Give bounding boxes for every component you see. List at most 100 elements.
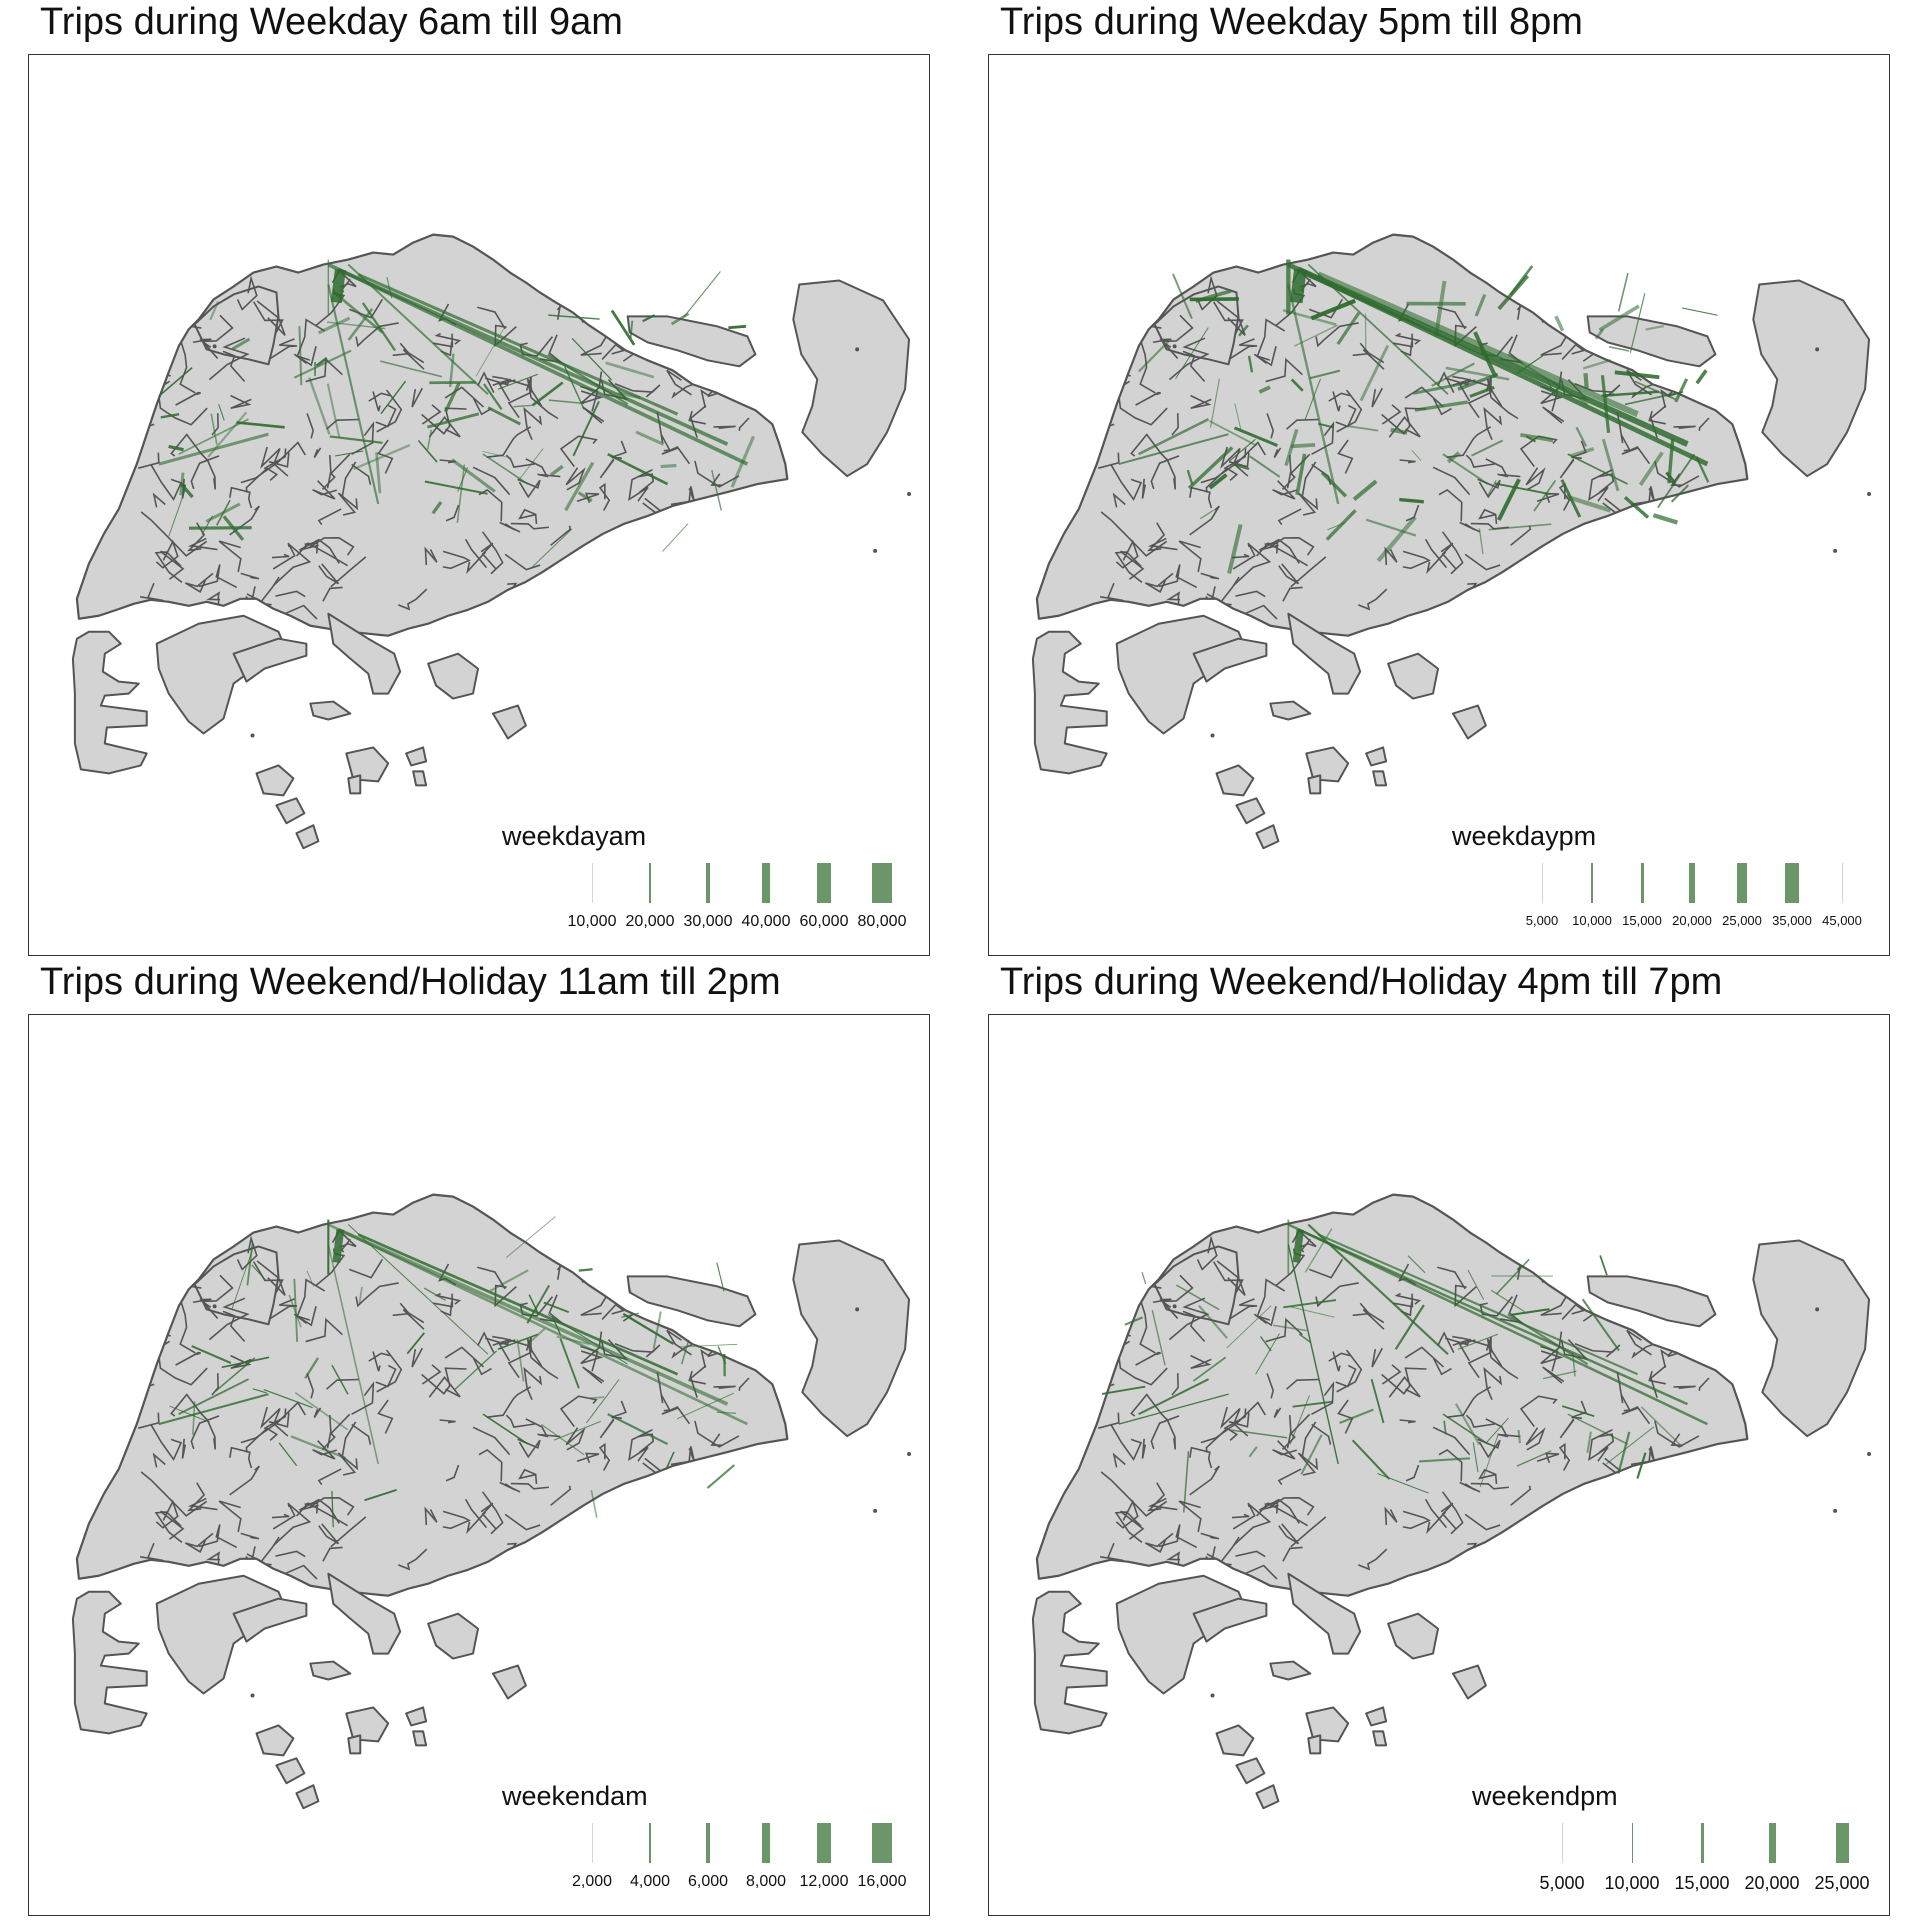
flow-line: [716, 1411, 736, 1414]
district-boundary: [1432, 1358, 1452, 1376]
flow-line: [1608, 346, 1630, 352]
flow-line: [444, 381, 461, 413]
map-svg: [71, 233, 912, 850]
flow-line: [1287, 284, 1340, 505]
district-boundary: [230, 394, 252, 409]
flow-line: [662, 523, 689, 552]
flow-line: [1124, 1316, 1143, 1326]
district-boundary: [539, 334, 565, 364]
district-boundary: [192, 338, 219, 359]
flow-line: [1624, 390, 1684, 406]
flow-line: [1320, 471, 1348, 498]
flow-line: [1581, 1298, 1620, 1352]
district-boundary: [1206, 1536, 1240, 1563]
district-boundary: [1145, 1532, 1174, 1553]
district-boundary: [519, 336, 554, 357]
district-boundary: [599, 458, 615, 479]
legend-bars: [989, 863, 1891, 903]
district-boundary: [206, 1418, 216, 1450]
flow-line: [1507, 353, 1589, 405]
district-boundary: [1559, 458, 1575, 479]
flow-line: [1399, 497, 1424, 504]
island-shape: [255, 1724, 295, 1757]
island-shape: [1031, 630, 1108, 775]
flow-line: [1457, 1333, 1499, 1350]
flow-line: [1598, 304, 1640, 332]
district-boundary: [477, 1266, 506, 1290]
flow-line: [1249, 455, 1281, 478]
flow-line: [246, 1242, 254, 1286]
flow-line: [386, 277, 393, 299]
legend-bar: [1591, 863, 1593, 903]
district-boundary: [1100, 511, 1168, 557]
legend-bar: [1541, 863, 1543, 903]
district-boundary: [499, 521, 521, 533]
district-boundary: [728, 573, 745, 584]
district-boundary: [610, 291, 634, 310]
flow-line: [475, 328, 505, 377]
district-boundary: [309, 1497, 355, 1516]
flow-line: [1233, 463, 1250, 471]
district-boundary: [1525, 467, 1546, 491]
district-boundary: [296, 318, 326, 361]
district-boundary: [550, 525, 572, 546]
flow-line: [1695, 369, 1708, 385]
district-boundary: [1362, 348, 1385, 370]
district-boundary: [206, 591, 221, 616]
district-boundary: [1100, 582, 1124, 602]
islet-dot: [250, 733, 255, 738]
district-boundary: [683, 1484, 706, 1510]
district-boundary: [505, 454, 535, 468]
island-shape: [1235, 1757, 1266, 1785]
district-boundary: [740, 310, 763, 335]
district-boundary: [140, 1471, 208, 1517]
district-boundary: [1679, 1257, 1725, 1273]
district-boundary: [271, 553, 290, 559]
district-boundary: [1120, 550, 1145, 580]
district-boundary: [1212, 301, 1244, 335]
flow-lines: [158, 1216, 748, 1528]
island-shape: [1255, 1784, 1280, 1810]
district-boundary: [719, 1257, 765, 1273]
district-boundary: [1654, 234, 1699, 293]
island-shape: [1387, 1612, 1439, 1660]
flow-line: [426, 412, 480, 429]
land-layer: [1031, 1193, 1872, 1810]
flow-line: [526, 1284, 551, 1324]
flow-line: [304, 1357, 320, 1379]
district-boundary: [141, 324, 148, 329]
district-boundary: [481, 1491, 504, 1535]
district-boundary: [601, 343, 626, 360]
district-boundary: [594, 1534, 612, 1553]
district-boundary: [229, 1446, 253, 1469]
district-boundary: [1654, 1194, 1699, 1253]
district-boundary: [330, 556, 367, 588]
map-panel: Trips during Weekend/Holiday 4pm till 7p…: [988, 960, 1892, 1920]
district-boundary: [1459, 1481, 1481, 1493]
flow-line: [1617, 272, 1629, 312]
district-boundary: [1693, 1256, 1717, 1285]
legend-label: 5,000: [1539, 1873, 1585, 1893]
legend-bar: [1841, 863, 1843, 903]
flow-line: [482, 453, 529, 485]
district-boundary: [444, 386, 485, 408]
flow-line: [590, 1490, 598, 1518]
map-svg: [71, 1193, 912, 1810]
district-boundary: [1478, 1468, 1498, 1485]
flow-line: [1290, 268, 1307, 304]
flow-line: [426, 429, 433, 450]
islet-dot: [212, 344, 217, 349]
district-boundary: [351, 421, 375, 456]
legend-label: 10,000: [1572, 913, 1612, 928]
flow-line: [1583, 373, 1589, 389]
district-boundary: [206, 1551, 221, 1576]
district-boundary: [670, 486, 696, 506]
flow-line: [489, 1269, 529, 1292]
flow-line: [1599, 1255, 1608, 1276]
flow-line: [1516, 1450, 1552, 1467]
flow-line: [357, 273, 679, 416]
flow-line: [1325, 509, 1357, 541]
flow-line: [158, 367, 193, 397]
district-boundary: [187, 1497, 218, 1511]
legend-bar: [762, 863, 770, 903]
